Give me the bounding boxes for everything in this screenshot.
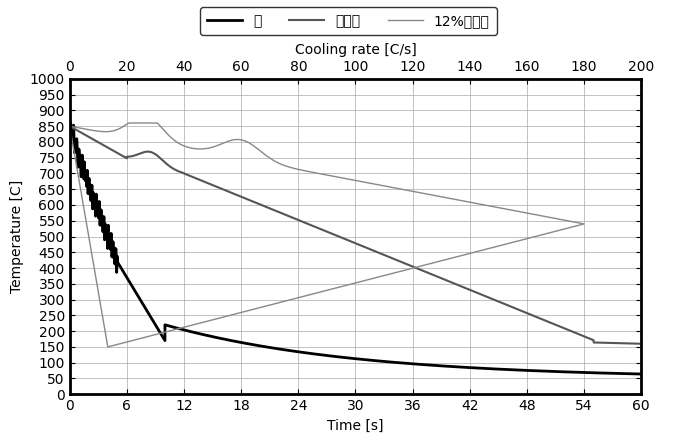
- 水: [67, 127, 75, 132]
- 淡火油: [637, 341, 645, 346]
- 淡火油: [419, 268, 427, 273]
- 淡火油: [450, 281, 458, 286]
- Y-axis label: Temperature [C]: Temperature [C]: [10, 180, 24, 293]
- 12%正火液: [66, 124, 74, 129]
- 12%正火液: [430, 193, 438, 198]
- 12%正火液: [551, 216, 560, 221]
- 淡火油: [468, 288, 476, 293]
- Line: 淡火油: 淡火油: [70, 126, 641, 344]
- X-axis label: Time [s]: Time [s]: [327, 419, 384, 433]
- 淡火油: [509, 305, 517, 310]
- 水: [436, 363, 445, 368]
- 12%正火液: [104, 344, 112, 350]
- Legend: 水, 淡火油, 12%正火液: 水, 淡火油, 12%正火液: [200, 7, 497, 35]
- 水: [242, 341, 250, 346]
- 12%正火液: [102, 129, 110, 134]
- 水: [77, 174, 85, 179]
- 12%正火液: [66, 124, 74, 129]
- 水: [168, 324, 176, 329]
- 水: [66, 120, 74, 126]
- 12%正火液: [98, 309, 106, 314]
- 水: [66, 124, 74, 129]
- Line: 水: 水: [70, 123, 641, 374]
- X-axis label: Cooling rate [C/s]: Cooling rate [C/s]: [295, 43, 416, 57]
- 淡火油: [99, 142, 107, 148]
- 水: [470, 365, 478, 371]
- Line: 12%正火液: 12%正火液: [70, 123, 584, 347]
- 淡火油: [66, 124, 74, 129]
- 12%正火液: [125, 120, 133, 126]
- 12%正火液: [231, 311, 239, 317]
- 12%正火液: [561, 226, 569, 231]
- 水: [637, 371, 645, 377]
- 淡火油: [388, 255, 396, 261]
